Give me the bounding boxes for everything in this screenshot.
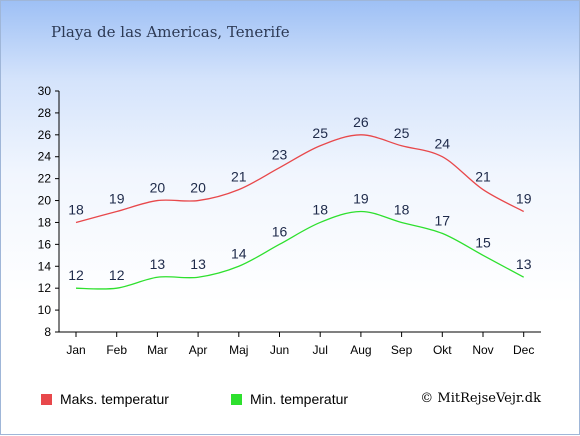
data-label-max: 20 xyxy=(150,180,166,196)
chart-title: Playa de las Americas, Tenerife xyxy=(51,23,290,41)
data-label-min: 19 xyxy=(353,191,369,207)
legend: Maks. temperatur Min. temperatur © MitRe… xyxy=(41,391,541,411)
y-tick-label: 20 xyxy=(38,194,52,208)
x-tick-label: Maj xyxy=(229,343,248,357)
x-tick-label: Mar xyxy=(147,343,168,357)
legend-item-max: Maks. temperatur xyxy=(41,391,169,407)
x-tick-label: Feb xyxy=(106,343,127,357)
data-label-max: 18 xyxy=(68,201,84,217)
series-line-max xyxy=(75,134,525,224)
data-label-min: 12 xyxy=(109,267,125,283)
data-label-min: 13 xyxy=(150,256,166,272)
x-tick-label: Aug xyxy=(350,343,371,357)
y-tick-label: 30 xyxy=(38,84,52,98)
data-label-min: 18 xyxy=(312,201,328,217)
x-tick-label: Jan xyxy=(66,343,85,357)
x-tick-label: Dec xyxy=(513,343,534,357)
data-label-max: 24 xyxy=(435,136,451,152)
data-label-min: 15 xyxy=(475,234,491,250)
x-tick-label: Nov xyxy=(472,343,493,357)
y-tick-label: 8 xyxy=(44,325,51,339)
y-tick-label: 24 xyxy=(38,150,52,164)
data-label-min: 14 xyxy=(231,245,247,261)
x-tick-label: Jul xyxy=(313,343,328,357)
data-label-min: 18 xyxy=(394,201,410,217)
y-tick-label: 22 xyxy=(38,172,52,186)
data-label-max: 26 xyxy=(353,114,369,130)
y-tick-label: 10 xyxy=(38,303,52,317)
data-label-min: 16 xyxy=(272,223,288,239)
legend-swatch-max xyxy=(41,393,52,405)
legend-swatch-min xyxy=(231,393,242,405)
y-tick-label: 12 xyxy=(38,281,52,295)
y-tick-label: 16 xyxy=(38,237,52,251)
x-tick-label: Sep xyxy=(391,343,413,357)
data-label-min: 13 xyxy=(516,256,532,272)
x-tick-label: Jun xyxy=(270,343,289,357)
data-label-max: 25 xyxy=(312,125,328,141)
data-label-max: 21 xyxy=(231,169,247,185)
data-label-max: 19 xyxy=(109,191,125,207)
legend-label-min: Min. temperatur xyxy=(250,391,349,407)
data-label-max: 23 xyxy=(272,147,288,163)
legend-label-max: Maks. temperatur xyxy=(60,391,169,407)
legend-item-min: Min. temperatur xyxy=(231,391,348,407)
data-label-min: 13 xyxy=(190,256,206,272)
data-label-max: 19 xyxy=(516,191,532,207)
y-tick-label: 18 xyxy=(38,215,52,229)
y-tick-label: 14 xyxy=(38,259,52,273)
data-label-min: 17 xyxy=(435,212,451,228)
y-tick-label: 28 xyxy=(38,106,52,120)
data-label-max: 25 xyxy=(394,125,410,141)
x-tick-label: Okt xyxy=(433,343,452,357)
data-label-max: 21 xyxy=(475,169,491,185)
y-tick-label: 26 xyxy=(38,128,52,142)
data-label-min: 12 xyxy=(68,267,84,283)
x-tick-label: Apr xyxy=(189,343,208,357)
series-line-min xyxy=(75,210,525,290)
data-label-max: 20 xyxy=(190,180,206,196)
copyright-text: © MitRejseVejr.dk xyxy=(420,391,541,406)
